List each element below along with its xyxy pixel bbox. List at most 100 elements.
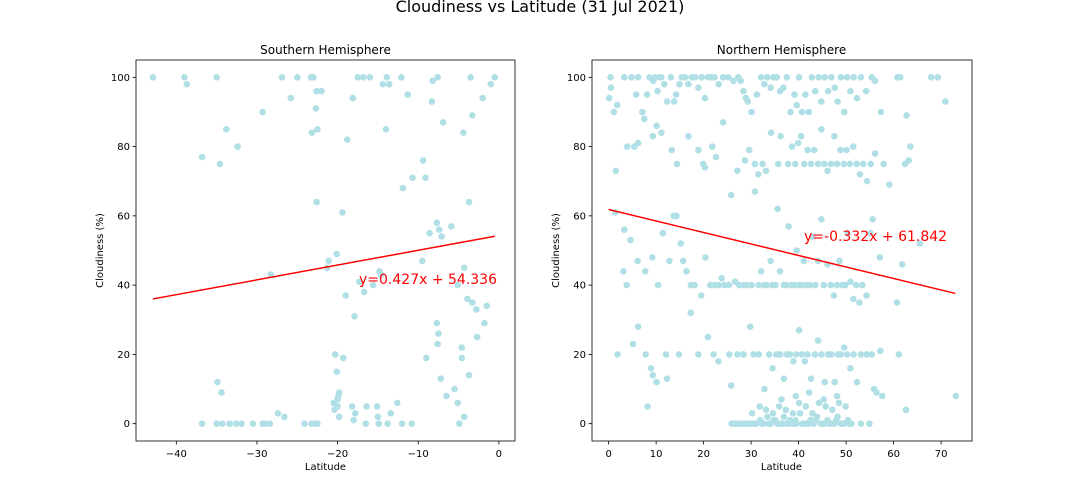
northern-point-49	[767, 84, 774, 91]
northern-point-141	[886, 181, 893, 188]
northern-point-74	[847, 87, 854, 95]
northern-point-193	[793, 247, 800, 254]
northern-point-276	[863, 351, 870, 358]
northern-point-75	[850, 74, 857, 81]
northern-point-128	[833, 160, 841, 168]
northern-point-25	[681, 74, 689, 81]
northern-point-85	[927, 74, 935, 81]
northern-y-tick-label: 80	[573, 142, 586, 153]
northern-point-213	[850, 295, 857, 303]
northern-point-129	[837, 146, 844, 154]
northern-point-46	[757, 74, 765, 81]
northern-point-57	[793, 101, 800, 109]
northern-point-2	[605, 94, 613, 102]
northern-point-19	[663, 98, 671, 105]
northern-point-337	[819, 420, 827, 428]
northern-point-260	[807, 375, 815, 383]
northern-hemisphere-plot: Northern Hemisphere 0 10 20 30 40 50 60 70 0 20 4…	[551, 43, 973, 473]
southern-x-tick-label: −20	[327, 449, 348, 460]
northern-point-83	[897, 74, 904, 81]
northern-point-327	[752, 420, 759, 428]
northern-point-169	[718, 274, 725, 282]
northern-point-26	[685, 80, 692, 88]
northern-point-282	[895, 351, 903, 358]
southern-point-64	[419, 257, 426, 265]
northern-point-182	[763, 281, 771, 289]
northern-point-331	[779, 420, 786, 428]
southern-point-4	[213, 74, 220, 81]
southern-point-26	[404, 91, 412, 98]
northern-point-127	[831, 132, 838, 140]
northern-point-229	[649, 371, 657, 379]
northern-point-121	[811, 146, 818, 154]
southern-point-109	[219, 420, 226, 428]
northern-x-tick-label: 40	[792, 449, 805, 460]
northern-point-134	[853, 160, 860, 168]
southern-x-tick-label: 0	[496, 449, 502, 460]
southern-point-30	[382, 126, 390, 133]
northern-point-332	[786, 420, 793, 428]
southern-point-3	[198, 153, 206, 161]
northern-point-196	[800, 257, 808, 265]
northern-point-353	[822, 403, 829, 410]
northern-point-21	[670, 98, 678, 105]
northern-plot-title: Northern Hemisphere	[717, 43, 846, 57]
northern-point-45	[753, 91, 761, 98]
northern-point-62	[808, 74, 816, 81]
northern-point-219	[869, 216, 876, 223]
southern-point-53	[369, 281, 377, 289]
northern-point-70	[834, 98, 841, 105]
southern-point-6	[223, 126, 230, 133]
northern-point-198	[806, 281, 814, 289]
northern-point-216	[859, 281, 866, 289]
southern-point-119	[375, 420, 383, 428]
northern-point-296	[764, 413, 771, 421]
northern-y-tick-label: 0	[580, 419, 586, 430]
southern-point-18	[314, 126, 321, 133]
northern-point-355	[835, 399, 843, 407]
northern-point-34	[711, 74, 718, 81]
northern-point-103	[734, 167, 741, 175]
northern-point-222	[898, 261, 906, 268]
northern-point-266	[828, 351, 835, 358]
northern-point-92	[658, 129, 665, 136]
northern-point-203	[820, 281, 828, 289]
southern-point-55	[351, 313, 358, 320]
southern-point-99	[460, 413, 468, 421]
northern-point-348	[789, 410, 797, 417]
northern-point-338	[826, 420, 833, 428]
northern-point-107	[755, 171, 762, 178]
northern-point-3	[610, 108, 618, 116]
northern-point-153	[649, 254, 656, 261]
northern-point-87	[942, 98, 949, 105]
northern-point-148	[627, 236, 634, 244]
southern-point-19	[313, 198, 320, 206]
southern-point-87	[335, 413, 343, 421]
northern-point-44	[748, 108, 755, 116]
northern-point-347	[782, 406, 790, 414]
northern-point-281	[878, 392, 886, 400]
northern-axes-frame	[591, 59, 973, 442]
northern-point-349	[795, 399, 803, 407]
northern-point-110	[767, 129, 775, 136]
northern-point-212	[847, 278, 854, 286]
northern-point-155	[659, 229, 667, 237]
southern-point-91	[373, 403, 381, 410]
northern-point-172	[727, 191, 735, 199]
northern-point-95	[673, 160, 681, 168]
northern-point-322	[857, 420, 865, 428]
northern-x-axis-label: Latitude	[761, 462, 802, 473]
southern-y-ticks: 0 20 40 60 80 100	[111, 73, 136, 430]
northern-point-15	[654, 87, 661, 95]
northern-point-177	[748, 281, 755, 289]
northern-point-31	[701, 94, 709, 102]
northern-point-58	[795, 74, 803, 81]
southern-point-47	[325, 257, 333, 265]
southern-point-100	[274, 410, 282, 417]
southern-point-107	[198, 420, 206, 428]
northern-point-151	[634, 257, 641, 265]
southern-point-1	[181, 74, 188, 81]
southern-point-80	[333, 368, 341, 376]
northern-point-152	[641, 268, 649, 275]
northern-point-168	[715, 281, 723, 289]
